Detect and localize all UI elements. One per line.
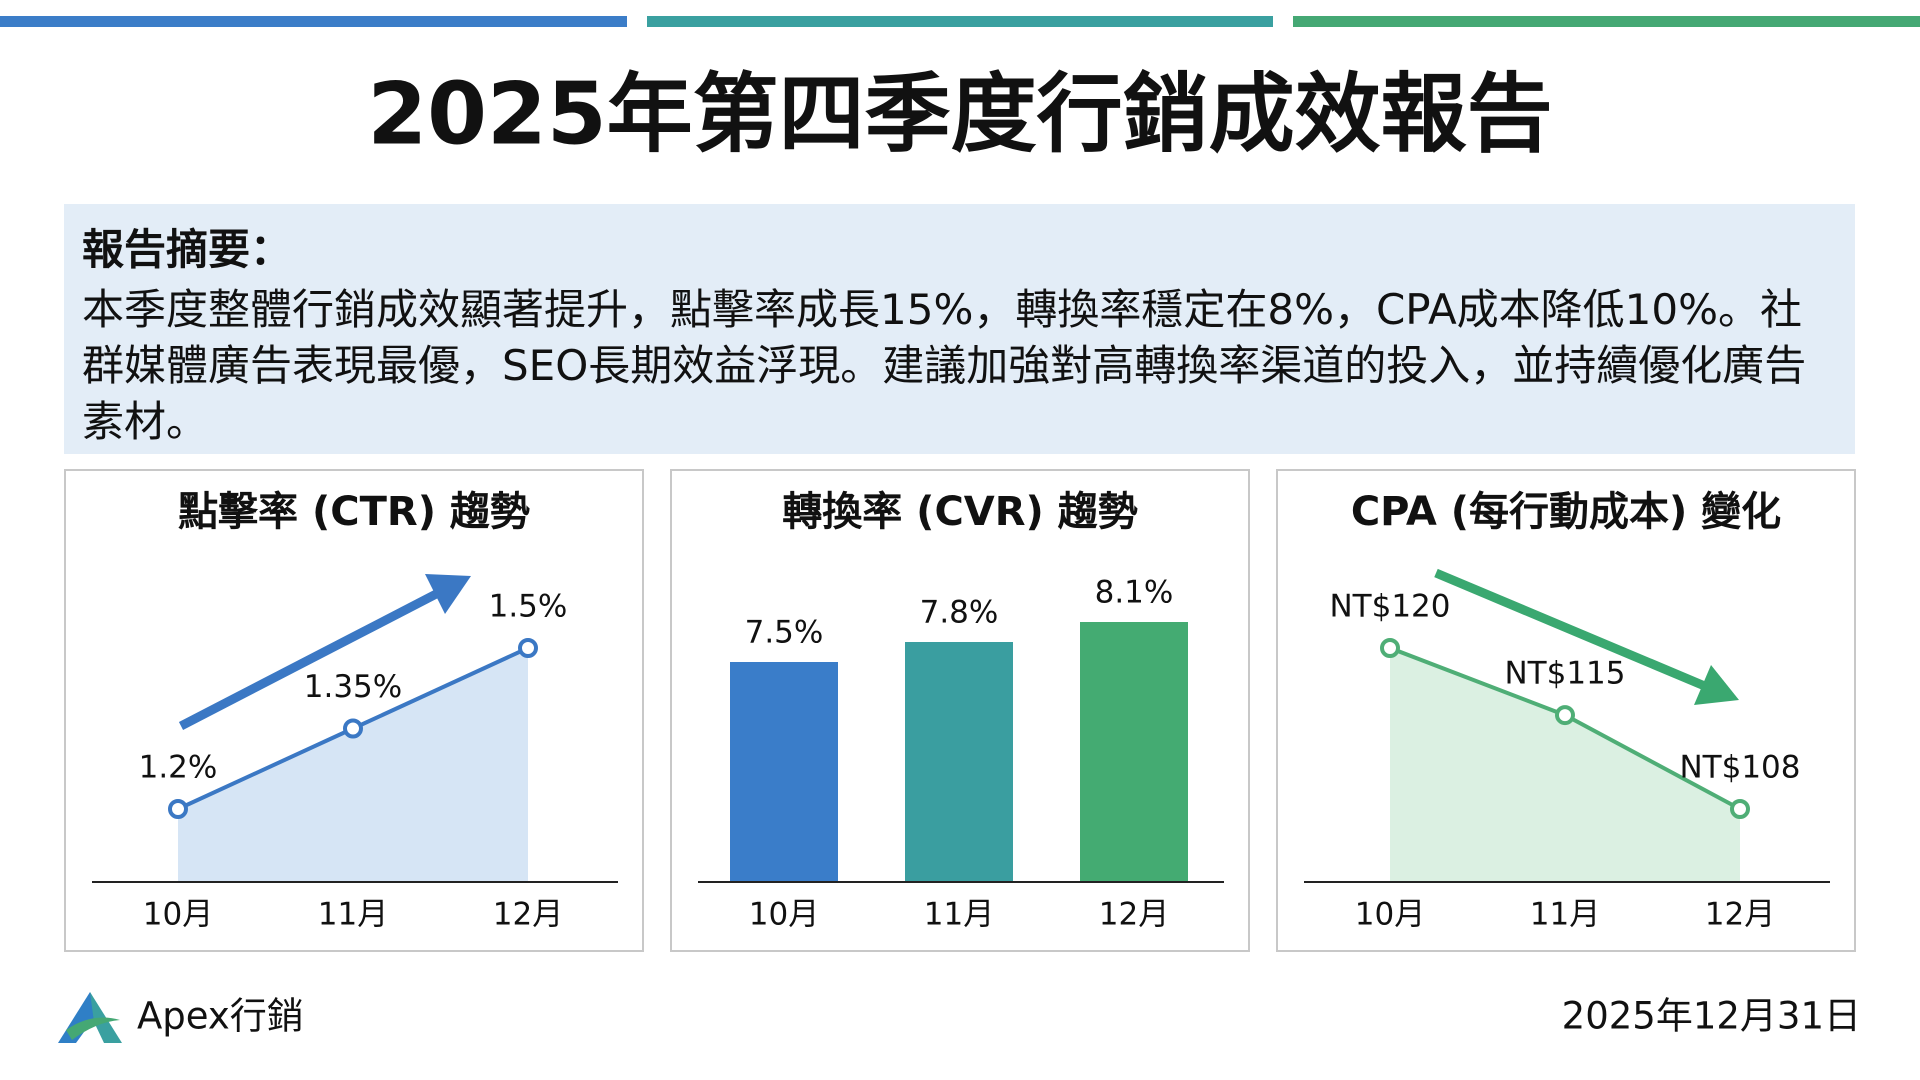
chart-title: 點擊率 (CTR) 趨勢 bbox=[178, 489, 530, 535]
x-tick-label: 12月 bbox=[1705, 897, 1775, 933]
value-label: NT$108 bbox=[1679, 750, 1800, 786]
summary-box: 報告摘要： 本季度整體行銷成效顯著提升，點擊率成長15%，轉換率穩定在8%，CP… bbox=[64, 204, 1855, 454]
point bbox=[168, 799, 188, 819]
x-tick-label: 11月 bbox=[924, 897, 994, 933]
x-tick-label: 11月 bbox=[318, 897, 388, 933]
logo bbox=[58, 992, 122, 1043]
bar bbox=[905, 642, 1013, 882]
x-tick-label: 12月 bbox=[493, 897, 563, 933]
point bbox=[343, 718, 363, 739]
value-label: 1.5% bbox=[489, 589, 568, 625]
page-title: 2025年第四季度行銷成效報告 bbox=[367, 64, 1552, 164]
value-label: NT$115 bbox=[1504, 656, 1625, 692]
date: 2025年12月31日 bbox=[1562, 995, 1861, 1038]
trend-arrow-down bbox=[1434, 568, 1739, 705]
top-stripe bbox=[1293, 16, 1920, 27]
x-tick-label: 10月 bbox=[749, 897, 819, 933]
value-label: 7.8% bbox=[920, 595, 999, 631]
point bbox=[1380, 638, 1400, 658]
point bbox=[1555, 705, 1575, 726]
point bbox=[1730, 799, 1750, 819]
top-stripe bbox=[0, 16, 627, 27]
value-label: 8.1% bbox=[1095, 575, 1174, 611]
bar bbox=[730, 662, 838, 882]
x-tick-label: 10月 bbox=[1355, 897, 1425, 933]
value-label: 7.5% bbox=[745, 615, 824, 651]
value-label: NT$120 bbox=[1329, 589, 1450, 625]
summary-body: 本季度整體行銷成效顯著提升，點擊率成長15%，轉換率穩定在8%，CPA成本降低1… bbox=[82, 285, 1807, 446]
chart-title: CPA (每行動成本) 變化 bbox=[1351, 489, 1781, 535]
trend-arrow-up bbox=[178, 574, 471, 730]
value-label: 1.2% bbox=[139, 750, 218, 786]
x-tick-label: 11月 bbox=[1530, 897, 1600, 933]
x-tick-label: 12月 bbox=[1099, 897, 1169, 933]
summary-heading: 報告摘要： bbox=[82, 225, 293, 274]
area bbox=[178, 648, 528, 882]
point bbox=[518, 638, 538, 658]
bar bbox=[1080, 622, 1188, 882]
area bbox=[1390, 648, 1740, 882]
value-label: 1.35% bbox=[304, 669, 402, 705]
x-tick-label: 10月 bbox=[143, 897, 213, 933]
chart-title: 轉換率 (CVR) 趨勢 bbox=[782, 489, 1138, 535]
top-stripe bbox=[647, 16, 1273, 27]
brand: Apex行銷 bbox=[137, 995, 304, 1038]
